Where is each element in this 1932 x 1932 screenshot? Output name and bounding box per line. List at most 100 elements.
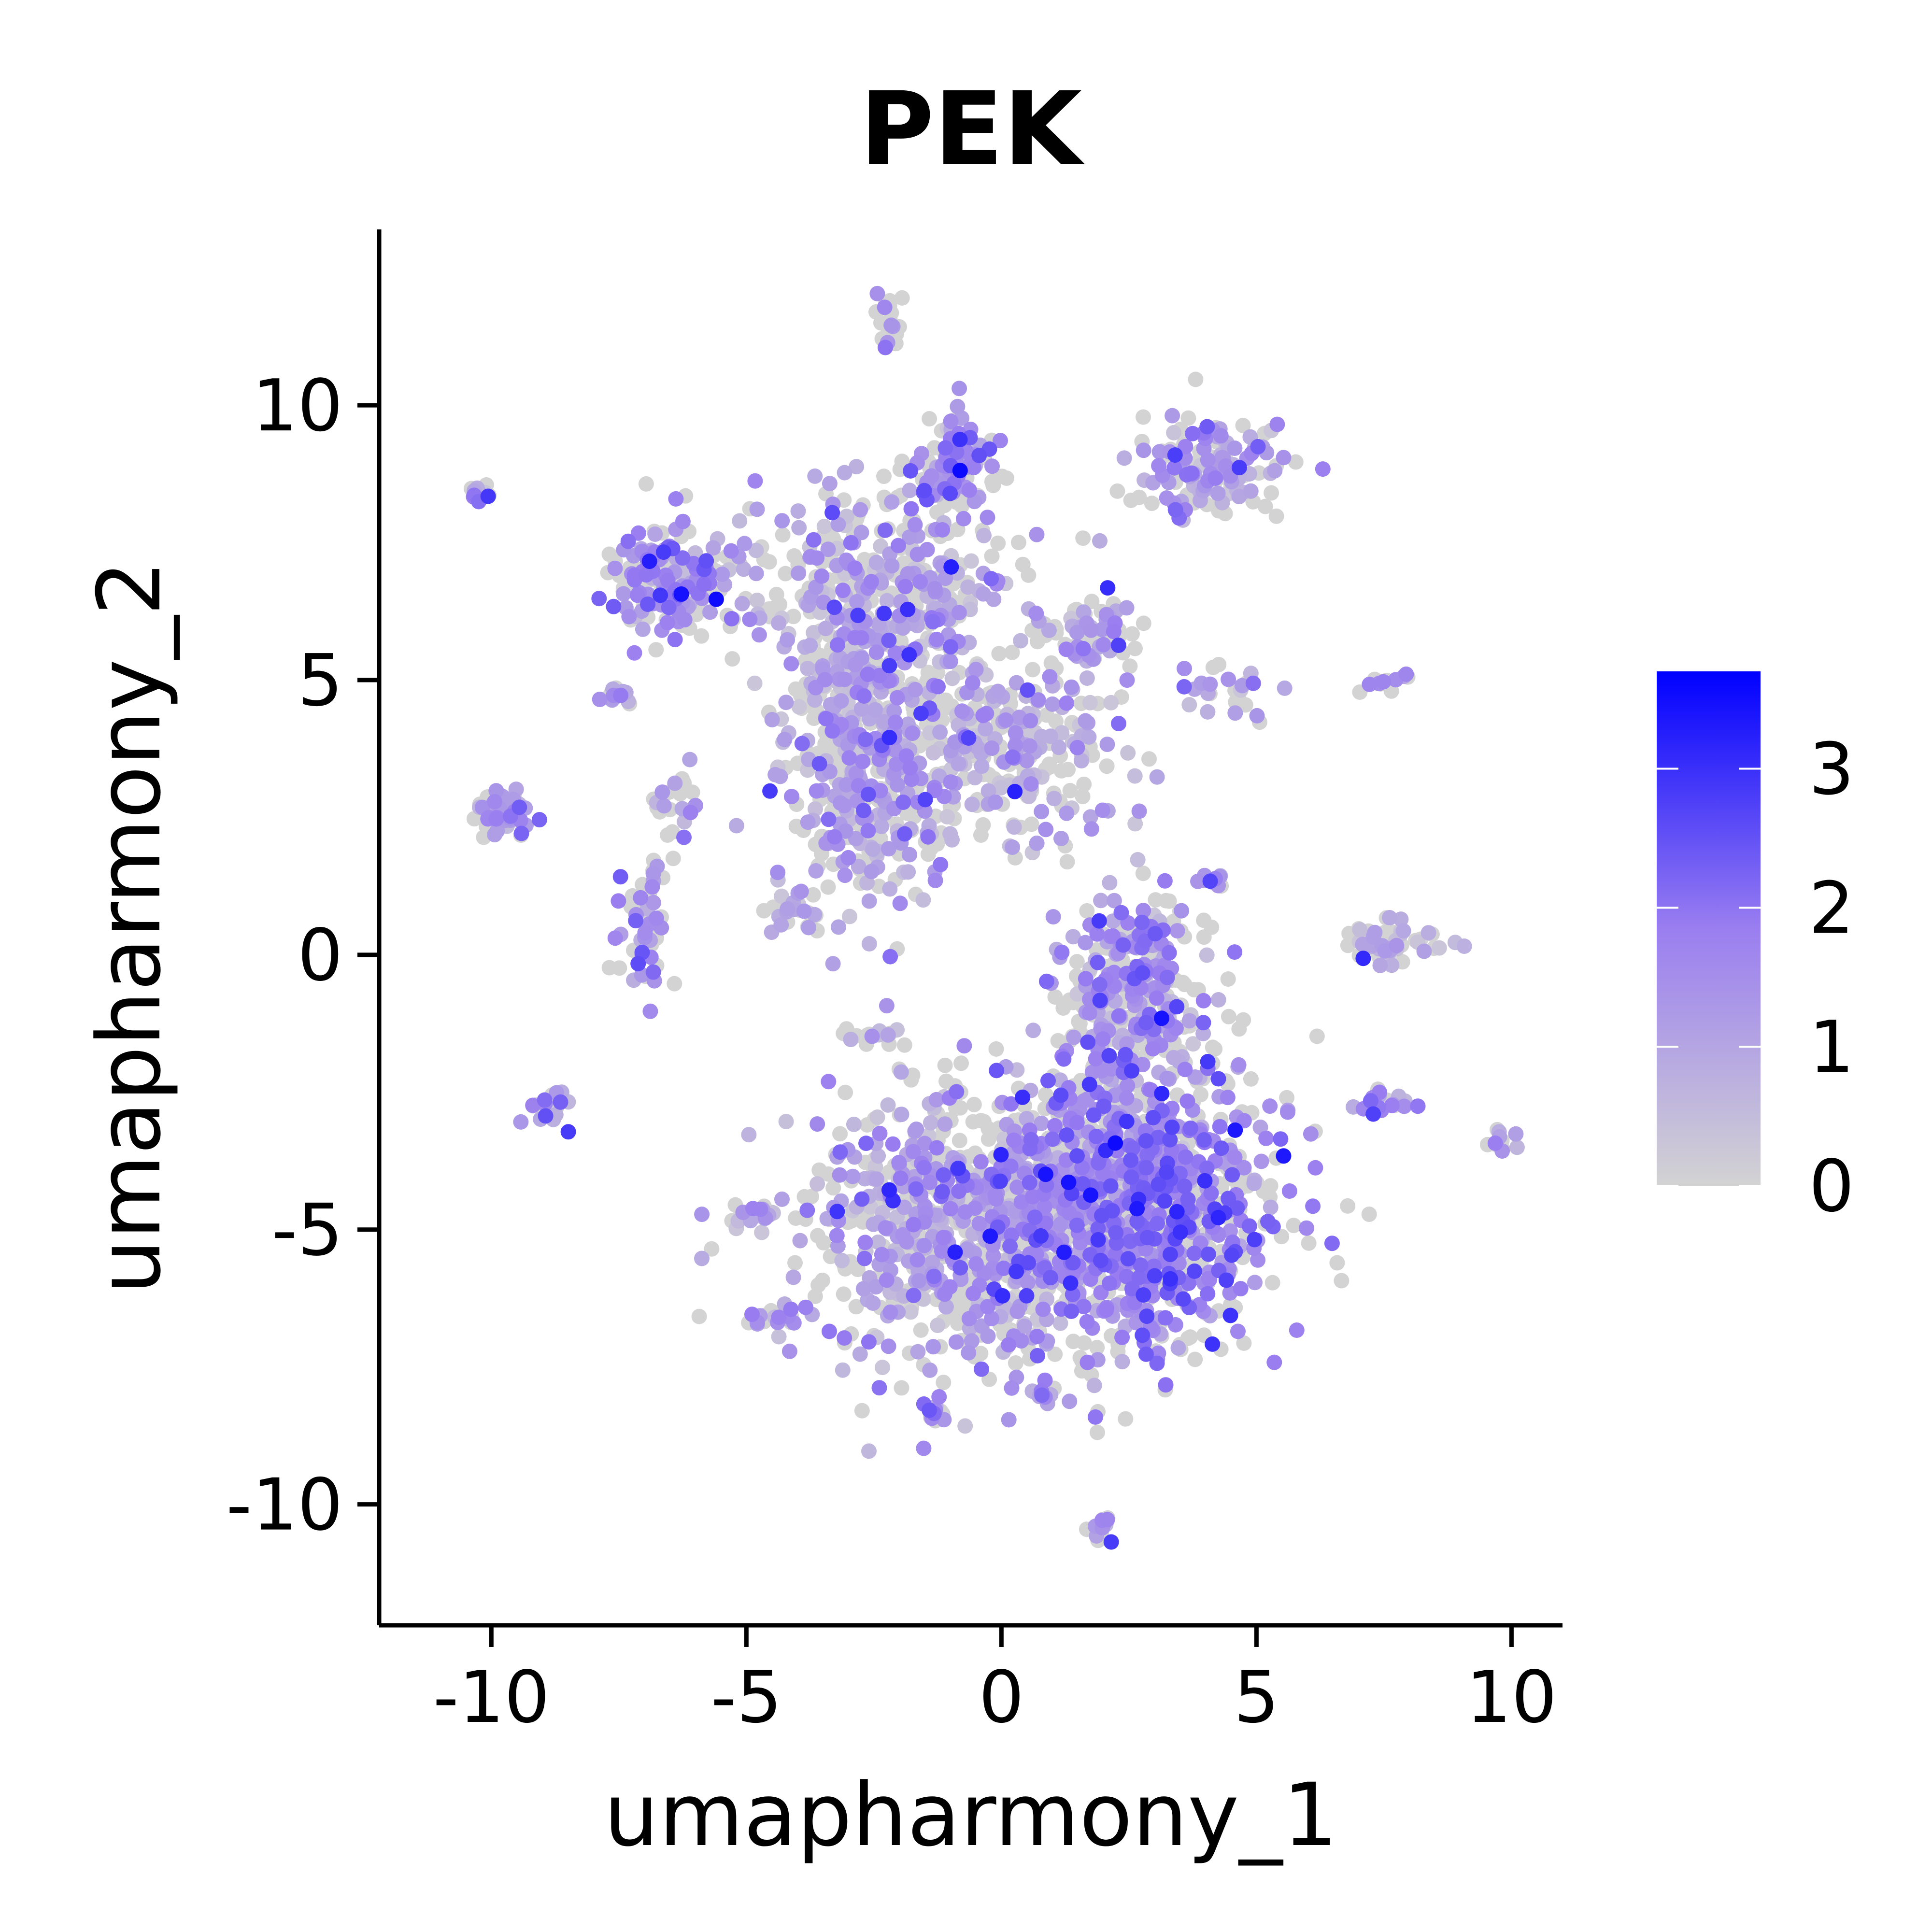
- y-tick-label: 10: [252, 364, 343, 447]
- cell-point: [968, 662, 984, 678]
- cell-point: [1118, 1047, 1134, 1063]
- cell-point: [1131, 1269, 1147, 1285]
- cell-point: [1124, 1281, 1140, 1297]
- cell-point: [1177, 1062, 1193, 1078]
- cell-point: [1250, 439, 1266, 455]
- cell-point: [829, 1204, 845, 1220]
- cell-point: [764, 712, 780, 727]
- cell-point: [1135, 1327, 1151, 1343]
- cell-point: [854, 1191, 870, 1207]
- cell-point: [767, 767, 783, 782]
- cell-point: [1021, 788, 1037, 804]
- cell-point: [947, 1244, 963, 1260]
- cell-point: [788, 819, 804, 834]
- cell-point: [810, 1277, 826, 1293]
- cell-point: [974, 1361, 989, 1377]
- x-tick-label: -5: [711, 1656, 782, 1739]
- cell-point: [1393, 911, 1409, 927]
- cell-point: [791, 565, 807, 581]
- cell-point: [861, 893, 877, 909]
- cell-point: [607, 930, 623, 946]
- cell-point: [1236, 1160, 1252, 1176]
- cell-point: [942, 653, 958, 669]
- cell-point: [935, 522, 951, 538]
- cell-point: [1103, 1178, 1119, 1194]
- cell-point: [1299, 1220, 1314, 1236]
- cell-point: [870, 1234, 886, 1250]
- cell-point: [1148, 892, 1164, 908]
- cell-point: [877, 299, 893, 315]
- cell-point: [1027, 1209, 1043, 1225]
- cell-point: [1213, 428, 1229, 444]
- cell-point: [811, 1162, 827, 1178]
- cell-point: [857, 731, 873, 747]
- cell-point: [906, 1217, 922, 1233]
- cell-point: [1389, 938, 1405, 953]
- cell-point: [877, 522, 893, 538]
- cell-point: [852, 1346, 868, 1362]
- cell-point: [1224, 1247, 1240, 1263]
- cell-point: [965, 1114, 981, 1130]
- cell-point: [871, 1380, 887, 1396]
- cell-point: [1162, 1247, 1178, 1263]
- cell-point: [675, 550, 691, 566]
- cell-point: [1061, 1174, 1077, 1190]
- cell-point: [1009, 675, 1024, 691]
- cell-point: [1384, 1097, 1400, 1113]
- cell-point: [1231, 460, 1247, 476]
- cell-point: [990, 535, 1006, 551]
- cell-point: [1021, 1255, 1036, 1271]
- cell-point: [1145, 1041, 1161, 1057]
- cell-point: [900, 601, 916, 617]
- cell-point: [973, 1346, 989, 1362]
- cell-point: [800, 814, 816, 830]
- cell-point: [774, 513, 790, 529]
- cell-point: [836, 1286, 852, 1302]
- cell-point: [1008, 738, 1023, 753]
- cell-point: [905, 725, 921, 741]
- cell-point: [985, 478, 1001, 494]
- cell-point: [1195, 1015, 1211, 1031]
- cell-point: [1165, 1050, 1181, 1065]
- cell-point: [1013, 1333, 1029, 1349]
- cell-point: [1147, 926, 1163, 942]
- cell-point: [879, 593, 895, 609]
- cell-point: [853, 701, 869, 717]
- cell-point: [1109, 483, 1125, 499]
- cell-point: [1179, 1093, 1195, 1109]
- cell-point: [694, 628, 710, 644]
- cell-point: [916, 1160, 932, 1176]
- cell-point: [1102, 1275, 1117, 1291]
- cell-point: [1139, 1230, 1155, 1246]
- cell-point: [855, 753, 871, 769]
- cell-point: [1164, 1119, 1180, 1135]
- cell-point: [1080, 1034, 1096, 1050]
- cell-point: [881, 1182, 897, 1198]
- cell-point: [961, 1311, 977, 1327]
- cell-point: [1456, 938, 1472, 954]
- cell-point: [925, 1339, 941, 1355]
- cell-point: [938, 440, 953, 456]
- cell-point: [860, 823, 876, 838]
- cell-point: [682, 752, 698, 767]
- cell-point: [951, 1183, 967, 1199]
- cell-point: [1149, 1355, 1165, 1371]
- cell-point: [952, 1133, 967, 1149]
- cell-point: [876, 469, 892, 484]
- cell-point: [980, 1131, 996, 1147]
- cell-point: [887, 645, 903, 661]
- cell-point: [748, 566, 764, 582]
- y-axis-title: umapharmony_2: [79, 560, 180, 1294]
- cell-point: [974, 758, 990, 774]
- cell-point: [929, 631, 945, 647]
- y-tick-label: 0: [298, 914, 343, 997]
- cell-point: [1028, 605, 1044, 621]
- cell-point: [628, 913, 644, 929]
- cell-point: [592, 692, 608, 707]
- cell-point: [1247, 1232, 1263, 1248]
- cell-point: [833, 693, 849, 709]
- cell-point: [724, 611, 739, 626]
- cell-point: [1029, 835, 1045, 851]
- cell-point: [1236, 1335, 1252, 1351]
- cell-point: [856, 1250, 872, 1266]
